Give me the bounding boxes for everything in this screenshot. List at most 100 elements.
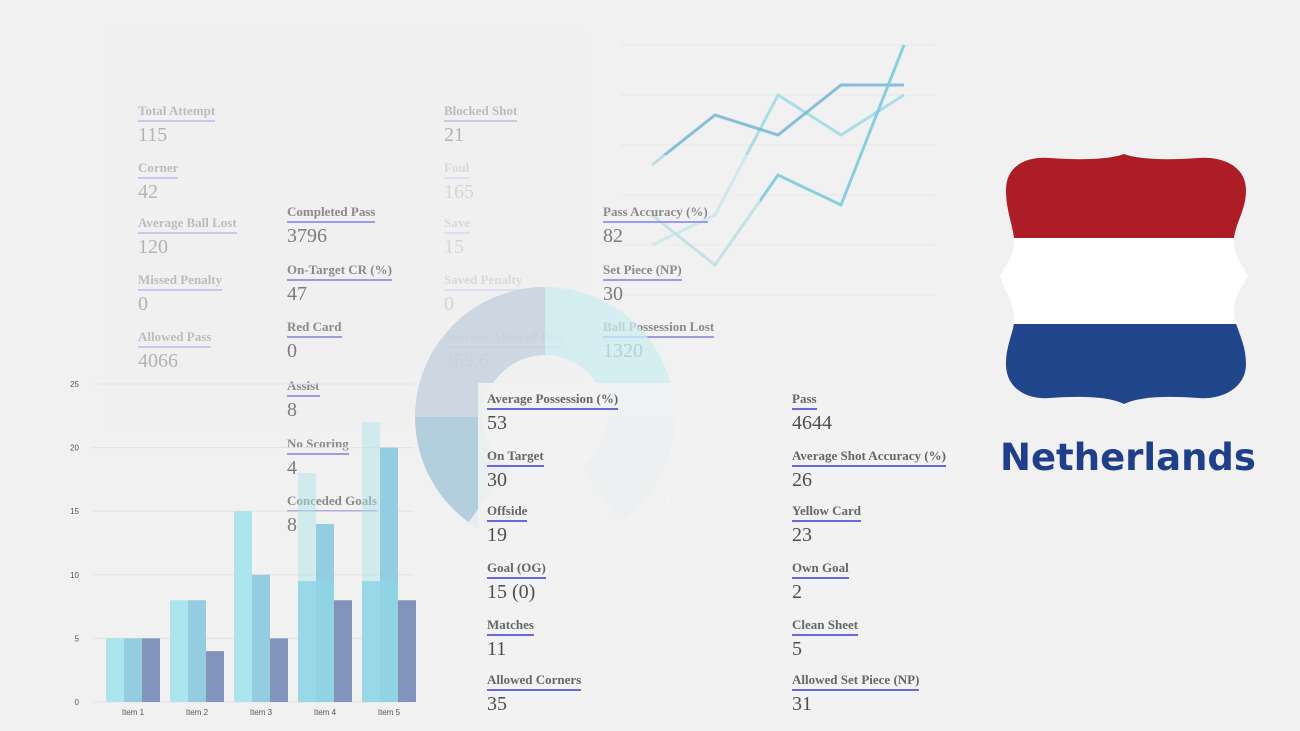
stat-label: Allowed Pass — [138, 329, 212, 348]
stat-set-piece-np: Set Piece (NP) 30 — [603, 261, 682, 306]
stat-value: 21 — [444, 124, 464, 146]
stat-value: 4066 — [138, 350, 178, 372]
stat-label: Matches — [487, 617, 534, 636]
stat-label: On Target — [487, 448, 544, 467]
stat-label: Clean Sheet — [792, 617, 859, 636]
stat-corner: Corner 42 — [138, 159, 179, 204]
stat-label: Pass Accuracy (%) — [603, 204, 708, 223]
stat-average-possession: Average Possession (%) 53 — [487, 390, 619, 435]
stat-value: 19 — [487, 524, 507, 546]
stat-value: 35 — [487, 693, 507, 715]
y-tick-label: 10 — [70, 571, 79, 580]
y-tick-label: 0 — [75, 698, 80, 707]
x-tick-label: Item 4 — [314, 708, 337, 717]
stat-missed-penalty: Missed Penalty 0 — [138, 271, 223, 316]
stat-average-ball-lost: Average Ball Lost 120 — [138, 214, 237, 259]
stat-label: Completed Pass — [287, 204, 376, 223]
stat-yellow-card: Yellow Card 23 — [792, 502, 861, 547]
stat-value: 53 — [487, 412, 507, 434]
bar — [252, 574, 270, 702]
stat-assist: Assist 8 — [287, 377, 320, 422]
stat-average-shot-accuracy: Average Shot Accuracy (%) 26 — [792, 447, 946, 492]
bar-chart: 0 5 10 15 20 25 Item 1 Item 2 Item 3 Item 4 Item 5 — [70, 380, 416, 717]
bar — [206, 651, 224, 702]
stat-own-goal: Own Goal 2 — [792, 559, 849, 604]
stat-label: Missed Penalty — [138, 272, 223, 291]
stat-label: Pass — [792, 391, 817, 410]
stat-value: 47 — [287, 283, 307, 305]
stat-value: 82 — [603, 225, 623, 247]
bar-overlay — [362, 581, 398, 702]
flag-blue-stripe — [1000, 324, 1248, 404]
stat-label: Allowed Set Piece (NP) — [792, 672, 920, 691]
stat-label: Corner — [138, 160, 179, 179]
donut-slice — [415, 287, 545, 417]
stat-label: Allowed Corners — [487, 672, 582, 691]
stat-goal-og: Goal (OG) 15 (0) — [487, 559, 546, 604]
bar — [124, 638, 142, 702]
stat-value: 3796 — [287, 225, 327, 247]
front-stats-panel — [478, 383, 965, 715]
x-tick-label: Item 1 — [122, 708, 145, 717]
stat-label: Own Goal — [792, 560, 849, 579]
stat-pass-accuracy: Pass Accuracy (%) 82 — [603, 203, 708, 248]
stat-label: Goal (OG) — [487, 560, 546, 579]
x-tick-label: Item 5 — [378, 708, 401, 717]
stat-value: 8 — [287, 399, 297, 421]
stat-allowed-corners: Allowed Corners 35 — [487, 671, 582, 716]
netherlands-flag-icon — [1000, 154, 1248, 404]
flag-red-stripe — [1000, 154, 1248, 238]
stat-label: Yellow Card — [792, 503, 861, 522]
y-tick-label: 5 — [75, 634, 80, 643]
bar — [270, 638, 288, 702]
stat-value: 4 — [287, 457, 297, 479]
stat-on-target: On Target 30 — [487, 447, 544, 492]
stat-clean-sheet: Clean Sheet 5 — [792, 616, 859, 661]
stat-label: Average Shot Accuracy (%) — [792, 448, 946, 467]
stat-label: Assist — [287, 378, 320, 397]
stat-label: Blocked Shot — [444, 103, 518, 122]
stat-label: Red Card — [287, 319, 342, 338]
stat-value: 5 — [792, 638, 802, 660]
bar — [334, 600, 352, 702]
stat-value: 31 — [792, 693, 812, 715]
stat-value: 115 — [138, 124, 168, 146]
stat-value: 4644 — [792, 412, 832, 434]
y-tick-label: 20 — [70, 444, 79, 453]
stat-label: Offside — [487, 503, 528, 522]
stat-value: 120 — [138, 236, 168, 258]
stat-total-attempt: Total Attempt 115 — [138, 102, 216, 147]
x-tick-label: Item 2 — [186, 708, 209, 717]
stat-value: 0 — [287, 340, 297, 362]
stat-value: 26 — [792, 469, 812, 491]
y-tick-label: 15 — [70, 507, 79, 516]
stat-label: Total Attempt — [138, 103, 216, 122]
stat-label: Set Piece (NP) — [603, 262, 682, 281]
x-tick-label: Item 3 — [250, 708, 273, 717]
stat-value: 15 (0) — [487, 581, 536, 603]
stat-allowed-pass: Allowed Pass 4066 — [138, 328, 212, 373]
stat-on-target-cr: On-Target CR (%) 47 — [287, 261, 392, 306]
bar-overlay — [298, 581, 334, 702]
stat-label: On-Target CR (%) — [287, 262, 392, 281]
stat-value: 30 — [487, 469, 507, 491]
y-tick-label: 25 — [70, 380, 79, 389]
stat-offside: Offside 19 — [487, 502, 528, 547]
stat-label: Average Ball Lost — [138, 215, 237, 234]
stat-label: Average Possession (%) — [487, 391, 619, 410]
bar — [398, 600, 416, 702]
stat-value: 42 — [138, 181, 158, 203]
stat-value: 2 — [792, 581, 802, 603]
bar — [234, 511, 252, 702]
bar — [106, 638, 124, 702]
flag-white-stripe — [1000, 238, 1248, 324]
stat-matches: Matches 11 — [487, 616, 534, 661]
bar — [170, 600, 188, 702]
stat-value: 8 — [287, 514, 297, 536]
stat-value: 23 — [792, 524, 812, 546]
stat-value: 11 — [487, 638, 507, 660]
stat-blocked-shot: Blocked Shot 21 — [444, 102, 518, 147]
stat-allowed-set-piece-np: Allowed Set Piece (NP) 31 — [792, 671, 920, 716]
stat-pass: Pass 4644 — [792, 390, 832, 435]
stat-value: 30 — [603, 283, 623, 305]
